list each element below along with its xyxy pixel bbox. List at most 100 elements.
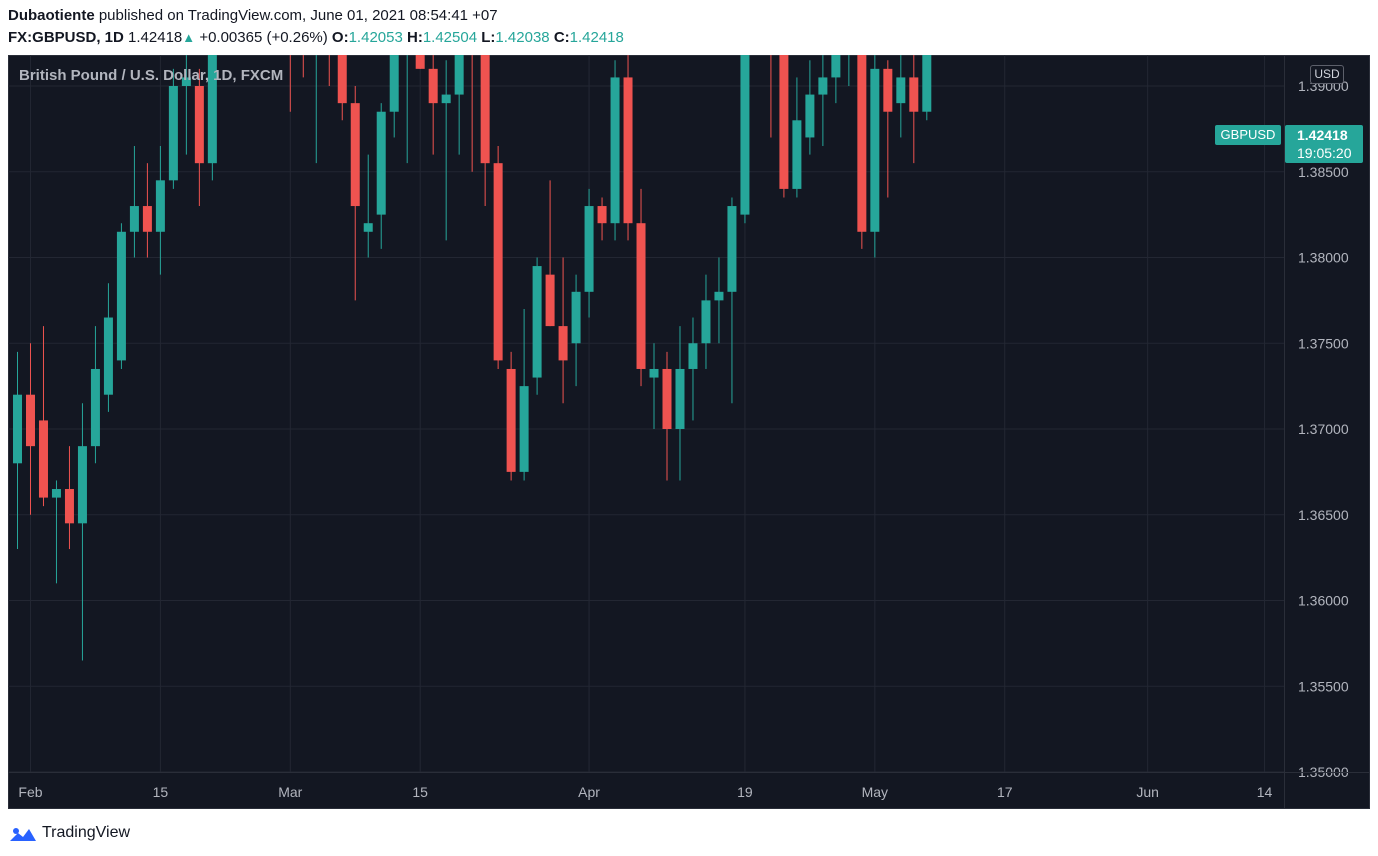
candle [51, 480, 61, 584]
up-arrow-icon: ▲ [182, 30, 196, 45]
publish-info: Dubaotiente published on TradingView.com… [8, 7, 498, 24]
candle [207, 55, 217, 181]
y-tick-label: 1.35500 [1298, 678, 1349, 694]
candle-body [740, 55, 750, 215]
x-tick-label: 19 [737, 784, 753, 800]
candle [181, 55, 191, 155]
candle [389, 55, 399, 138]
candle-body [25, 394, 35, 447]
x-tick-label: 17 [997, 784, 1013, 800]
candle [315, 55, 317, 164]
candle-body [701, 300, 711, 344]
x-tick-label: May [862, 784, 888, 800]
candle [480, 55, 490, 207]
candle-body [129, 206, 139, 232]
candle-body [883, 68, 893, 112]
candle-body [727, 206, 737, 292]
candle-body [818, 77, 828, 95]
candle-body [64, 489, 74, 524]
candlestick-chart[interactable]: Feb15Mar15Apr19May17Jun141.450001.425001… [8, 55, 1370, 809]
candle [302, 55, 304, 78]
y-tick-label: 1.36000 [1298, 593, 1349, 609]
candle [770, 55, 772, 138]
candle [922, 55, 932, 121]
candle-body [662, 368, 672, 429]
candle [883, 60, 893, 198]
candle-body [922, 55, 932, 112]
candle-body [363, 223, 373, 232]
candle-body [610, 77, 620, 224]
candle-body [779, 55, 789, 189]
candle-body [792, 120, 802, 189]
low-value: 1.42038 [495, 29, 550, 46]
footer-brand[interactable]: TradingView [8, 822, 130, 844]
x-tick-label: Jun [1136, 784, 1159, 800]
candle [328, 55, 330, 86]
x-tick-label: 14 [1257, 784, 1273, 800]
published-text: published on TradingView.com, June 01, 2… [98, 7, 498, 24]
candle-body [805, 94, 815, 138]
x-tick-label: Mar [278, 784, 302, 800]
candle-body [597, 206, 607, 224]
candle [406, 55, 408, 164]
close-value: 1.42418 [569, 29, 624, 46]
candle [857, 55, 867, 249]
candle [90, 326, 100, 464]
candle-body [38, 420, 48, 498]
candle [194, 68, 204, 207]
candle [506, 351, 516, 481]
last-price-label: 1.42418 [1297, 127, 1348, 143]
candle-body [181, 77, 191, 86]
candle-body [350, 103, 360, 207]
candle-body [688, 343, 698, 369]
candle [454, 55, 464, 155]
candle-body [415, 55, 425, 69]
candle-body [155, 180, 165, 232]
candle [792, 77, 802, 198]
y-tick-label: 1.38000 [1298, 250, 1349, 266]
candle [740, 55, 750, 224]
ohlc-header: FX:GBPUSD, 1D 1.42418▲ +0.00365 (+0.26%)… [8, 29, 624, 46]
x-tick-label: Feb [18, 784, 42, 800]
candle-body [831, 55, 841, 78]
author-name: Dubaotiente [8, 7, 95, 24]
candle [493, 146, 503, 369]
open-value: 1.42053 [348, 29, 403, 46]
y-tick-label: 1.36500 [1298, 507, 1349, 523]
candle [870, 55, 880, 258]
candle-body [909, 77, 919, 112]
low-label: L: [481, 29, 496, 46]
tradingview-logo-icon [10, 828, 36, 841]
candle [636, 188, 646, 387]
candle-body [51, 489, 61, 498]
candle [376, 103, 386, 249]
candle-body [675, 368, 685, 429]
candle-body [870, 68, 880, 232]
x-tick-label: Apr [578, 784, 600, 800]
candle [831, 55, 841, 104]
candle [519, 308, 529, 481]
candle [415, 55, 425, 69]
candle [289, 55, 291, 112]
candle [103, 283, 113, 412]
symbol-price-tag: GBPUSD [1215, 125, 1281, 145]
x-tick-label: 15 [153, 784, 169, 800]
candle-body [584, 206, 594, 292]
candle [363, 154, 373, 258]
candle-body [142, 206, 152, 232]
y-tick-label: 1.38500 [1298, 164, 1349, 180]
candle [584, 188, 594, 318]
brand-label: TradingView [42, 824, 131, 841]
candle-body [168, 86, 178, 181]
currency-button[interactable]: USD [1310, 65, 1344, 84]
candle [532, 257, 542, 395]
candle [25, 343, 35, 515]
candle [896, 55, 906, 138]
candle-body [532, 266, 542, 378]
chart-area[interactable] [8, 55, 1370, 809]
candle [662, 351, 672, 481]
candle [571, 274, 581, 387]
candle [168, 68, 178, 189]
candle [649, 343, 659, 429]
candle-body [13, 394, 22, 464]
